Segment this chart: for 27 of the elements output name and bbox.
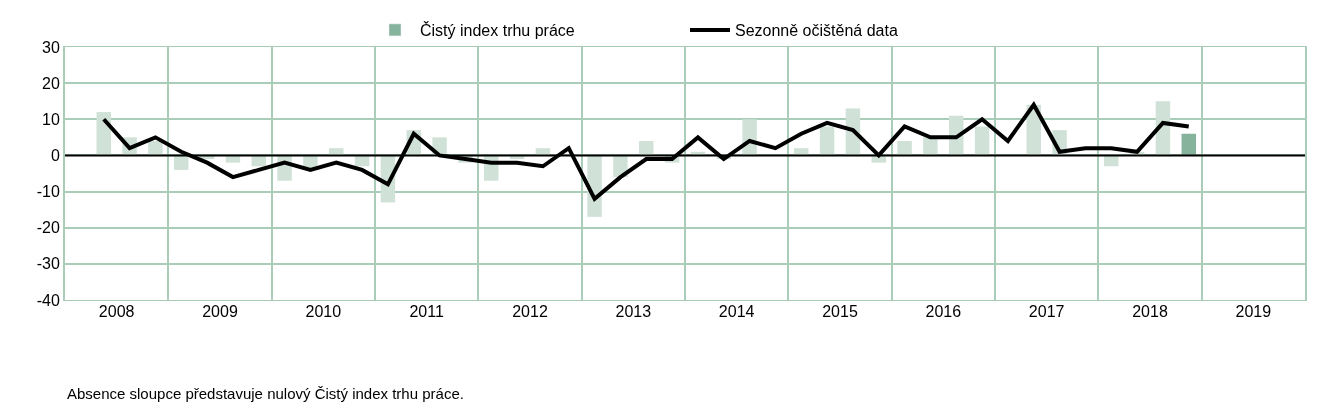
x-tick-label: 2014 (718, 303, 755, 320)
x-tick-label: 2010 (305, 303, 342, 320)
x-tick-label: 2013 (615, 303, 652, 320)
y-tick-label: -10 (36, 183, 60, 201)
legend-label: Sezonně očištěná data (735, 22, 898, 40)
text: Absence sloupce představuje nulový Čistý index trhu práce. (67, 385, 464, 402)
y-tick-label: 10 (42, 110, 60, 128)
y-tick-label: -20 (36, 219, 60, 237)
y-tick-label: 0 (50, 147, 60, 165)
x-tick-label: 2015 (822, 303, 858, 320)
x-tick-label: 2017 (1028, 303, 1065, 320)
x-tick-label: 2018 (1132, 303, 1168, 320)
x-tick-label: 2009 (202, 303, 238, 320)
y-tick-label: -30 (36, 255, 60, 273)
bar (819, 126, 835, 156)
x-tick-label: 2012 (512, 303, 548, 320)
bar (897, 140, 912, 156)
x-tick-label: 2019 (1235, 303, 1272, 320)
legend-label: Čistý index trhu práce (420, 21, 575, 40)
x-tick-label: 2008 (98, 303, 135, 320)
y-tick-label: 30 (42, 38, 60, 56)
bar (174, 155, 189, 170)
bar (974, 126, 990, 156)
x-tick-label: 2016 (925, 303, 962, 320)
y-tick-label: 20 (42, 74, 60, 92)
y-tick-label: -40 (36, 291, 60, 309)
x-tick-label: 2011 (409, 303, 444, 320)
